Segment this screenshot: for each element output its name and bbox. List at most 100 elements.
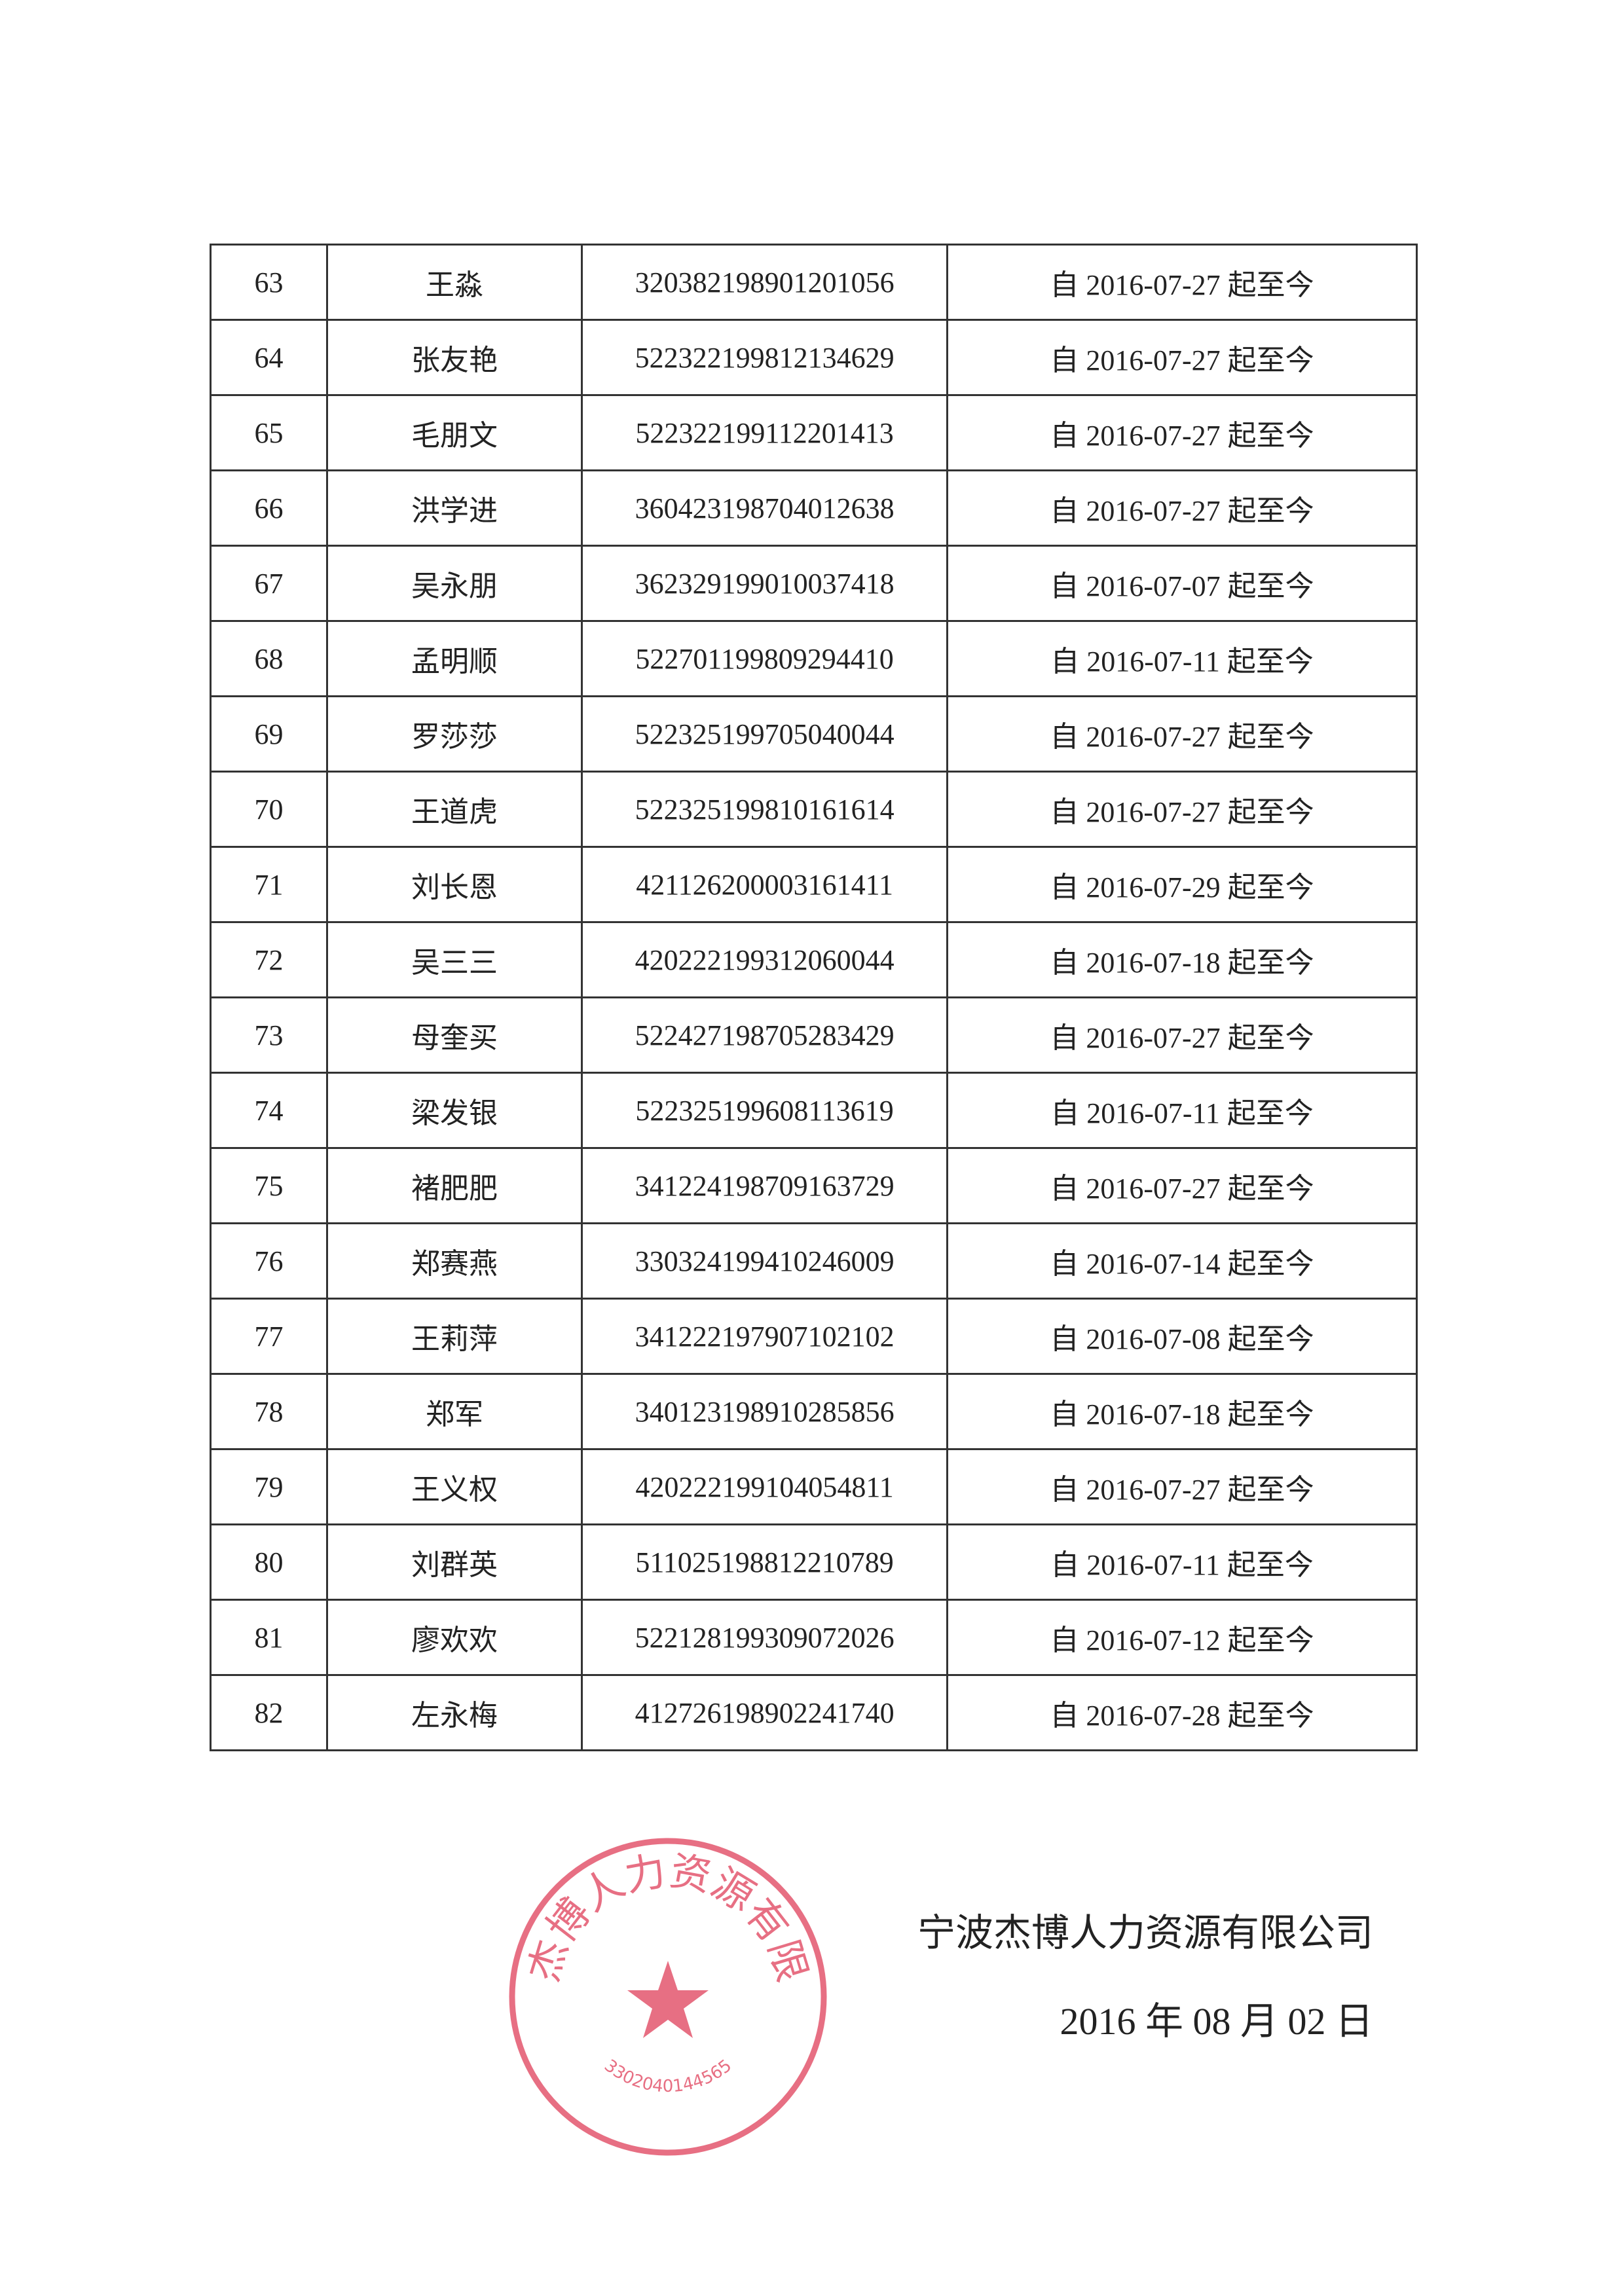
- table-row: 79 王义权 420222199104054811 自 2016-07-27 起至今: [210, 1448, 1418, 1525]
- id-number: 522322199112201413: [581, 394, 949, 471]
- id-number: 522701199809294410: [581, 620, 949, 697]
- company-name: 宁波杰博人力资源有限公司: [917, 1912, 1373, 1954]
- id-number: 522427198705283429: [581, 996, 949, 1074]
- employment-period: 自 2016-07-29 起至今: [946, 846, 1418, 923]
- id-number: 362329199010037418: [581, 545, 949, 622]
- employment-period: 自 2016-07-18 起至今: [946, 921, 1418, 998]
- id-number: 522325199810161614: [581, 771, 949, 848]
- employee-name: 廖欢欢: [325, 1599, 583, 1676]
- row-number: 70: [210, 771, 328, 848]
- table-row: 68 孟明顺 522701199809294410 自 2016-07-11 起至今: [210, 620, 1418, 697]
- employee-name: 刘长恩: [325, 846, 583, 923]
- employment-period: 自 2016-07-28 起至今: [946, 1674, 1418, 1751]
- employment-period: 自 2016-07-27 起至今: [946, 394, 1418, 471]
- id-number: 341222197907102102: [581, 1298, 949, 1375]
- employment-period: 自 2016-07-27 起至今: [946, 244, 1418, 321]
- table-row: 71 刘长恩 421126200003161411 自 2016-07-29 起至今: [210, 846, 1418, 923]
- row-number: 79: [210, 1448, 328, 1525]
- id-number: 341224198709163729: [581, 1147, 949, 1224]
- employee-name: 罗莎莎: [325, 695, 583, 773]
- row-number: 81: [210, 1599, 328, 1676]
- employment-period: 自 2016-07-27 起至今: [946, 1147, 1418, 1224]
- table-body: 63 王淼 320382198901201056 自 2016-07-27 起至今 64…: [210, 244, 1418, 1751]
- id-number: 522128199309072026: [581, 1599, 949, 1676]
- table-row: 72 吴三三 420222199312060044 自 2016-07-18 起至今: [210, 921, 1418, 998]
- employment-period: 自 2016-07-14 起至今: [946, 1222, 1418, 1300]
- employee-name: 吴三三: [325, 921, 583, 998]
- row-number: 63: [210, 244, 328, 321]
- table-row: 70 王道虎 522325199810161614 自 2016-07-27 起至今: [210, 771, 1418, 848]
- employment-period: 自 2016-07-27 起至今: [946, 1448, 1418, 1525]
- employment-period: 自 2016-07-18 起至今: [946, 1373, 1418, 1450]
- row-number: 69: [210, 695, 328, 773]
- table-row: 77 王莉萍 341222197907102102 自 2016-07-08 起至今: [210, 1298, 1418, 1375]
- table-row: 80 刘群英 511025198812210789 自 2016-07-11 起至今: [210, 1523, 1418, 1601]
- table-row: 69 罗莎莎 522325199705040044 自 2016-07-27 起至今: [210, 695, 1418, 773]
- employee-name: 母奎买: [325, 996, 583, 1074]
- row-number: 66: [210, 469, 328, 547]
- id-number: 511025198812210789: [581, 1523, 949, 1601]
- employee-name: 刘群英: [325, 1523, 583, 1601]
- row-number: 77: [210, 1298, 328, 1375]
- row-number: 73: [210, 996, 328, 1074]
- employee-name: 张友艳: [325, 319, 583, 396]
- employee-name: 左永梅: [325, 1674, 583, 1751]
- table-row: 66 洪学进 360423198704012638 自 2016-07-27 起至今: [210, 469, 1418, 547]
- seal-ring: [509, 1838, 827, 2156]
- employment-period: 自 2016-07-11 起至今: [946, 620, 1418, 697]
- employee-name: 郑赛燕: [325, 1222, 583, 1300]
- id-number: 412726198902241740: [581, 1674, 949, 1751]
- employment-period: 自 2016-07-12 起至今: [946, 1599, 1418, 1676]
- row-number: 65: [210, 394, 328, 471]
- table-row: 82 左永梅 412726198902241740 自 2016-07-28 起至今: [210, 1674, 1418, 1751]
- employee-name: 梁发银: [325, 1072, 583, 1149]
- employee-name: 郑军: [325, 1373, 583, 1450]
- employment-period: 自 2016-07-08 起至今: [946, 1298, 1418, 1375]
- employment-period: 自 2016-07-11 起至今: [946, 1072, 1418, 1149]
- employee-table: 63 王淼 320382198901201056 自 2016-07-27 起至今 64…: [210, 244, 1418, 1751]
- row-number: 67: [210, 545, 328, 622]
- table-row: 75 褚肥肥 341224198709163729 自 2016-07-27 起至今: [210, 1147, 1418, 1224]
- employee-name: 吴永朋: [325, 545, 583, 622]
- id-number: 330324199410246009: [581, 1222, 949, 1300]
- row-number: 78: [210, 1373, 328, 1450]
- table-row: 63 王淼 320382198901201056 自 2016-07-27 起至今: [210, 244, 1418, 321]
- employment-period: 自 2016-07-11 起至今: [946, 1523, 1418, 1601]
- table-row: 76 郑赛燕 330324199410246009 自 2016-07-14 起至今: [210, 1222, 1418, 1300]
- employee-name: 洪学进: [325, 469, 583, 547]
- id-number: 320382198901201056: [581, 244, 949, 321]
- row-number: 68: [210, 620, 328, 697]
- id-number: 420222199312060044: [581, 921, 949, 998]
- employment-period: 自 2016-07-07 起至今: [946, 545, 1418, 622]
- employee-name: 毛朋文: [325, 394, 583, 471]
- company-seal: 宁波杰博人力资源有限公司 3302040144565: [498, 1827, 827, 2156]
- employee-name: 王淼: [325, 244, 583, 321]
- seal-text: 宁波杰博人力资源有限公司: [498, 1827, 817, 1987]
- table-row: 65 毛朋文 522322199112201413 自 2016-07-27 起至今: [210, 394, 1418, 471]
- seal-star-icon: [627, 1961, 709, 2038]
- employment-period: 自 2016-07-27 起至今: [946, 469, 1418, 547]
- employee-name: 王莉萍: [325, 1298, 583, 1375]
- row-number: 71: [210, 846, 328, 923]
- employment-period: 自 2016-07-27 起至今: [946, 996, 1418, 1074]
- employee-name: 孟明顺: [325, 620, 583, 697]
- employment-period: 自 2016-07-27 起至今: [946, 771, 1418, 848]
- id-number: 522325199705040044: [581, 695, 949, 773]
- id-number: 421126200003161411: [581, 846, 949, 923]
- employment-period: 自 2016-07-27 起至今: [946, 319, 1418, 396]
- row-number: 75: [210, 1147, 328, 1224]
- signature-date: 2016 年 08 月 02 日: [1060, 2000, 1373, 2043]
- row-number: 76: [210, 1222, 328, 1300]
- row-number: 80: [210, 1523, 328, 1601]
- employment-period: 自 2016-07-27 起至今: [946, 695, 1418, 773]
- employee-name: 王道虎: [325, 771, 583, 848]
- id-number: 340123198910285856: [581, 1373, 949, 1450]
- row-number: 72: [210, 921, 328, 998]
- table-row: 73 母奎买 522427198705283429 自 2016-07-27 起至今: [210, 996, 1418, 1074]
- table-row: 78 郑军 340123198910285856 自 2016-07-18 起至今: [210, 1373, 1418, 1450]
- table-row: 67 吴永朋 362329199010037418 自 2016-07-07 起至今: [210, 545, 1418, 622]
- table-row: 64 张友艳 522322199812134629 自 2016-07-27 起至今: [210, 319, 1418, 396]
- table-row: 74 梁发银 522325199608113619 自 2016-07-11 起至今: [210, 1072, 1418, 1149]
- table-row: 81 廖欢欢 522128199309072026 自 2016-07-12 起至今: [210, 1599, 1418, 1676]
- id-number: 522325199608113619: [581, 1072, 949, 1149]
